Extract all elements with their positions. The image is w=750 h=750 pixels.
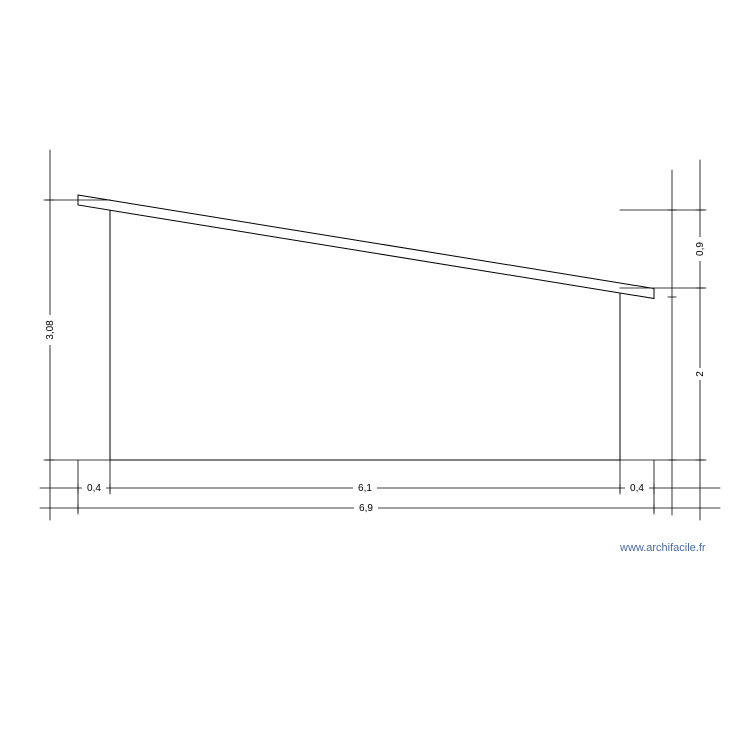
svg-text:3,08: 3,08 [45, 320, 56, 340]
svg-text:2: 2 [695, 371, 706, 377]
drawing-canvas: 3,08 0,9 2 0,4 6,1 0,4 6,9 www.archifacile.fr [0, 0, 750, 750]
watermark-link[interactable]: www.archifacile.fr [620, 542, 706, 554]
svg-text:6,1: 6,1 [358, 483, 372, 494]
svg-text:6,9: 6,9 [359, 503, 373, 514]
svg-text:0,4: 0,4 [87, 483, 101, 494]
svg-text:0,4: 0,4 [630, 483, 644, 494]
svg-text:0,9: 0,9 [695, 242, 706, 256]
